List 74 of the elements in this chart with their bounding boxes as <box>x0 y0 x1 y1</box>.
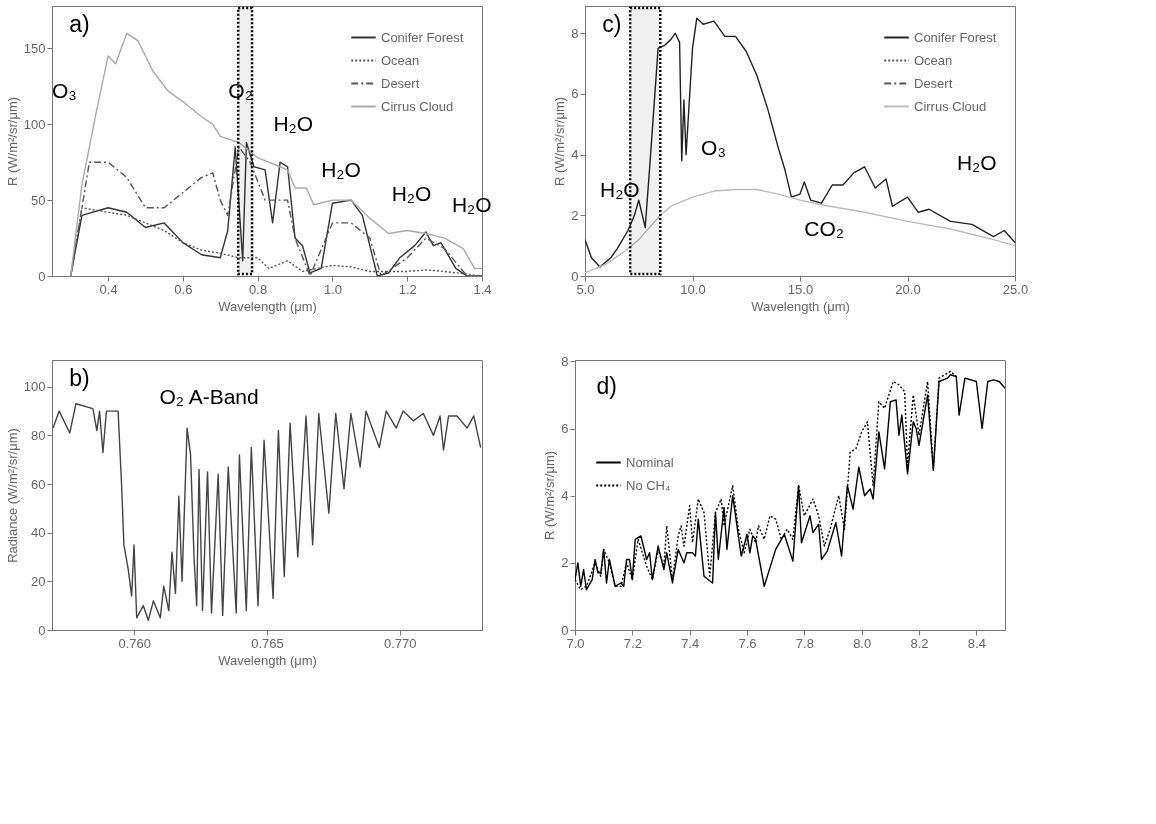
annotation: H₂O <box>451 192 492 216</box>
y-tick-label: 60 <box>31 476 46 492</box>
y-tick-label: 6 <box>561 421 569 437</box>
y-tick-label: 100 <box>23 379 46 395</box>
annotation: a) <box>69 10 90 37</box>
annotation: O₃ <box>52 79 77 103</box>
y-tick-label: 8 <box>561 353 569 369</box>
legend-label: No CH₄ <box>626 477 671 493</box>
annotation: O₂ A-Band <box>159 384 259 408</box>
y-tick-label: 6 <box>571 86 579 102</box>
y-tick-label: 40 <box>31 525 46 541</box>
x-tick-label: 1.4 <box>473 281 492 297</box>
annotation: H₂O <box>391 182 432 205</box>
annotation: H₂O <box>321 157 361 181</box>
y-tick-label: 0 <box>38 622 46 638</box>
y-tick-label: 8 <box>571 25 579 41</box>
y-tick-label: 0 <box>38 268 46 284</box>
x-tick-label: 1.2 <box>398 281 417 297</box>
x-tick-label: 8.4 <box>967 635 986 651</box>
x-tick-label: 5.0 <box>576 281 595 297</box>
y-axis-title: R (W/m²/sr/μm) <box>542 450 558 541</box>
x-tick-label: 0.6 <box>174 281 193 297</box>
x-tick-label: 0.4 <box>99 281 118 297</box>
y-axis-title: R (W/m²/sr/μm) <box>4 96 20 187</box>
annotation: CO₂ <box>804 217 844 241</box>
legend-label: Ocean <box>381 52 420 68</box>
y-tick-label: 0 <box>571 268 579 284</box>
x-tick-label: 8.0 <box>853 635 872 651</box>
x-tick-label: 1.0 <box>323 281 342 297</box>
legend-label: Nominal <box>626 454 674 470</box>
y-tick-label: 80 <box>31 427 46 443</box>
y-tick-label: 100 <box>23 116 46 132</box>
annotation: b) <box>69 364 90 391</box>
y-tick-label: 20 <box>31 573 46 589</box>
x-tick-label: 7.6 <box>738 635 757 651</box>
x-tick-label: 7.8 <box>795 635 814 651</box>
x-tick-label: 0.765 <box>251 635 284 651</box>
x-axis-title: Wavelength (μm) <box>751 298 850 314</box>
legend-label: Cirrus Cloud <box>381 98 454 114</box>
x-tick-label: 7.0 <box>566 635 585 651</box>
legend-label: Desert <box>381 75 420 91</box>
annotation: O₃ <box>701 136 726 160</box>
x-tick-label: 7.2 <box>623 635 642 651</box>
annotation: H₂O <box>273 111 314 135</box>
y-tick-label: 4 <box>561 488 569 504</box>
annotation: H₂O <box>956 150 997 174</box>
x-tick-label: 20.0 <box>895 281 921 297</box>
legend-label: Cirrus Cloud <box>914 98 987 114</box>
annotation: c) <box>602 10 622 37</box>
y-tick-label: 4 <box>571 147 579 163</box>
annotation: d) <box>596 373 617 399</box>
legend-label: Desert <box>914 75 953 91</box>
x-tick-label: 0.760 <box>118 635 152 651</box>
legend-label: Conifer Forest <box>381 29 464 45</box>
annotation: H₂O <box>600 177 640 201</box>
x-tick-label: 0.8 <box>249 281 268 297</box>
x-tick-label: 25.0 <box>1002 281 1029 297</box>
x-axis-title: Wavelength (μm) <box>218 298 317 314</box>
y-axis-title: Radiance (W/m²/sr/μm) <box>4 428 20 563</box>
x-axis-title: Wavelength (μm) <box>218 652 317 668</box>
legend-label: Ocean <box>914 52 953 68</box>
legend-label: Conifer Forest <box>914 29 997 45</box>
annotation: O₂ <box>228 79 253 103</box>
x-tick-label: 0.770 <box>383 635 417 651</box>
x-tick-label: 8.2 <box>910 635 929 651</box>
y-tick-label: 2 <box>561 555 569 571</box>
y-tick-label: 0 <box>561 622 569 638</box>
y-tick-label: 50 <box>31 192 46 208</box>
y-tick-label: 2 <box>571 207 579 223</box>
x-tick-label: 15.0 <box>787 281 814 297</box>
y-tick-label: 150 <box>23 40 46 56</box>
y-axis-title: R (W/m²/sr/μm) <box>552 96 568 187</box>
x-tick-label: 7.4 <box>681 635 700 651</box>
x-tick-label: 10.0 <box>680 281 706 297</box>
